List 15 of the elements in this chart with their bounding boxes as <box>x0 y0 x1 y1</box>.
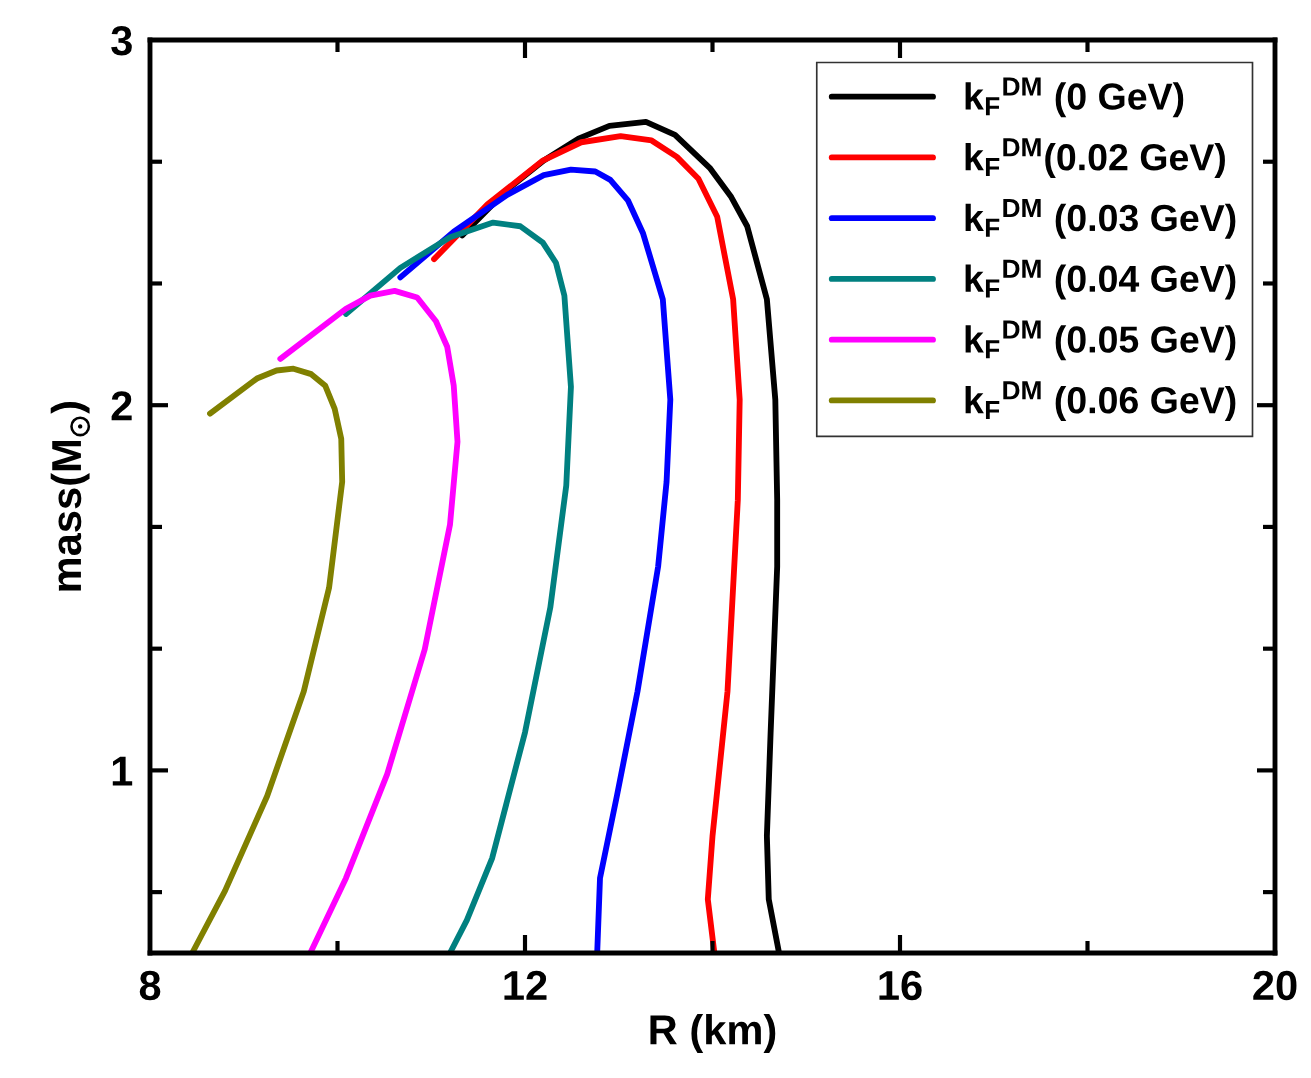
legend-label: k$_{F}$$^{DM}$ (0.06 GeV) <box>965 381 1236 421</box>
legend-label: k$_{F}$$^{DM}$ (0.05 GeV) <box>965 320 1236 361</box>
y-tick-label: 2 <box>111 391 132 421</box>
legend-label: k$_{F}$$^{DM}$ (0.03 GeV) <box>965 199 1236 239</box>
x-tick-label: 20 <box>1253 970 1297 1001</box>
x-tick-label: 12 <box>504 970 547 1000</box>
y-axis-title: mass(M$_{⊙}$) <box>50 402 91 591</box>
x-tick-label: 8 <box>139 970 161 1001</box>
x-axis-title: R (km) <box>650 1014 776 1053</box>
x-tick-label: 16 <box>879 970 922 1001</box>
legend-label: k$_{F}$$^{DM}$ (0.04 GeV) <box>965 259 1236 300</box>
y-tick-label: 1 <box>112 756 133 786</box>
legend-label: k$_{F}$$^{DM}$ (0 GeV) <box>965 77 1184 118</box>
y-tick-label: 3 <box>111 26 132 56</box>
legend-label: k$_{F}$$^{DM}$(0.02 GeV) <box>965 138 1225 178</box>
